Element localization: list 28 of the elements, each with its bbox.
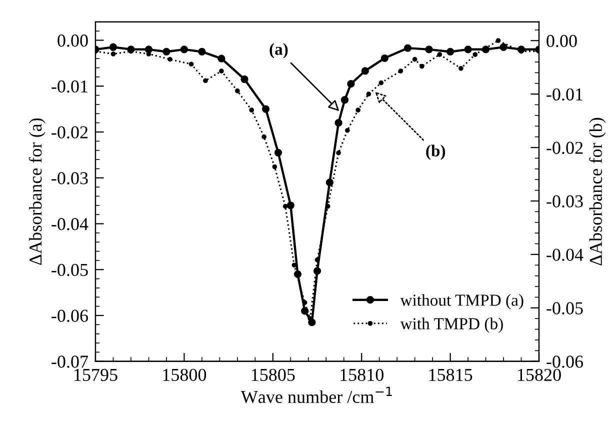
y-tick-label: -0.03 bbox=[52, 172, 88, 184]
y-tick-label: 0.00 bbox=[58, 34, 88, 47]
x-tick-label: 15810 bbox=[340, 368, 384, 381]
y-axis-title: ΔAbsorbance for (a) bbox=[28, 118, 46, 265]
y2-tick-label: -0.04 bbox=[546, 248, 584, 261]
x-tick-label: 15795 bbox=[74, 368, 118, 381]
annotation: (b) bbox=[426, 144, 446, 160]
y2-axis-title: ΔAbsorbance for (b) bbox=[589, 118, 606, 266]
y2-tick-label: -0.03 bbox=[546, 195, 583, 208]
y-tick-label: -0.07 bbox=[52, 356, 88, 368]
x-tick-label: 15815 bbox=[429, 368, 472, 381]
y-tick-label: -0.06 bbox=[52, 310, 88, 322]
y-tick-label: -0.02 bbox=[52, 126, 88, 139]
y-tick-label: -0.05 bbox=[52, 264, 88, 276]
y2-tick-label: -0.06 bbox=[546, 356, 584, 368]
annotation: (a) bbox=[270, 43, 288, 58]
y2-tick-label: 0.00 bbox=[546, 34, 577, 48]
x-tick-label: 15800 bbox=[163, 368, 206, 381]
y2-tick-label: -0.01 bbox=[546, 88, 582, 101]
y-tick-label: -0.01 bbox=[52, 80, 88, 93]
y2-tick-label: -0.02 bbox=[546, 142, 583, 154]
x-axis-title: Wave number /cm$^{−1}$ bbox=[240, 386, 392, 404]
legend-label: without TMPD (a) bbox=[400, 294, 524, 310]
x-tick-label: 15820 bbox=[518, 368, 561, 381]
y-tick-label: -0.04 bbox=[52, 218, 88, 230]
legend-label: with TMPD (b) bbox=[400, 318, 503, 333]
y2-tick-label: -0.05 bbox=[546, 302, 583, 314]
x-tick-label: 15805 bbox=[252, 368, 295, 381]
